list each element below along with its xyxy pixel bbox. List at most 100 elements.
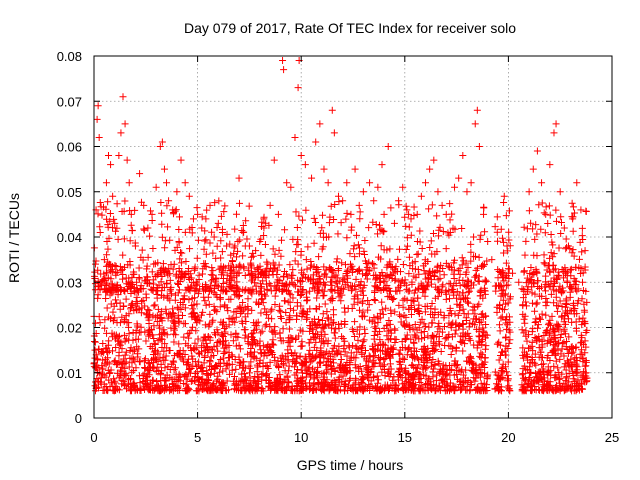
data-point: [452, 326, 460, 334]
data-point: [495, 372, 503, 380]
data-point: [418, 355, 426, 363]
data-point: [476, 366, 484, 374]
data-point: [207, 271, 215, 279]
data-point: [149, 280, 157, 288]
data-point: [395, 349, 403, 357]
data-point: [141, 277, 149, 285]
data-point: [467, 240, 475, 248]
data-point: [123, 156, 131, 164]
data-point: [417, 280, 425, 288]
data-point: [580, 306, 588, 314]
data-point: [579, 355, 587, 363]
data-point: [502, 333, 510, 341]
data-point: [571, 377, 579, 385]
data-point: [496, 375, 504, 383]
data-point: [195, 350, 203, 358]
data-point: [283, 179, 291, 187]
data-point: [429, 332, 437, 340]
data-point: [328, 287, 336, 295]
data-point: [551, 371, 559, 379]
data-point: [343, 179, 351, 187]
data-point: [363, 275, 371, 283]
data-point: [236, 261, 244, 269]
data-point: [334, 274, 342, 282]
data-point: [419, 386, 427, 394]
data-point: [384, 143, 392, 150]
data-point: [339, 197, 347, 205]
data-point: [527, 219, 535, 227]
data-point: [121, 120, 129, 128]
data-point: [407, 297, 415, 305]
data-point: [222, 365, 230, 373]
data-point: [225, 386, 233, 394]
data-point: [206, 358, 214, 366]
data-point: [133, 350, 141, 358]
data-point: [180, 372, 188, 380]
data-point: [225, 370, 233, 378]
data-point: [408, 372, 416, 380]
data-point: [333, 258, 341, 266]
data-point: [152, 183, 160, 191]
data-point: [559, 287, 567, 295]
data-point: [303, 293, 311, 301]
data-point: [374, 183, 382, 191]
data-point: [476, 319, 484, 327]
data-point: [532, 369, 540, 377]
data-point: [169, 310, 177, 318]
data-point: [279, 57, 287, 65]
data-point: [263, 343, 271, 351]
data-point: [214, 372, 222, 380]
data-point: [280, 387, 288, 395]
data-point: [169, 210, 177, 218]
data-point: [235, 174, 243, 182]
data-point: [239, 364, 247, 372]
data-point: [446, 228, 454, 236]
data-point: [370, 335, 378, 343]
data-point: [391, 308, 399, 316]
data-point: [207, 362, 215, 370]
data-point: [329, 306, 337, 314]
data-point: [110, 377, 118, 385]
data-point: [159, 264, 167, 272]
data-point: [271, 301, 279, 309]
data-point: [140, 201, 148, 209]
data-point: [127, 305, 135, 313]
data-point: [351, 318, 359, 326]
data-point: [94, 102, 102, 110]
data-point: [447, 324, 455, 332]
data-point: [106, 209, 114, 217]
data-point: [329, 365, 337, 373]
data-point: [464, 299, 472, 307]
data-point: [255, 299, 263, 307]
data-point: [364, 296, 372, 304]
data-point: [442, 245, 450, 253]
data-point: [178, 353, 186, 361]
data-point: [382, 304, 390, 312]
data-point: [356, 208, 364, 216]
data-point: [359, 297, 367, 305]
data-point: [111, 219, 119, 227]
data-point: [139, 296, 147, 304]
data-point: [129, 329, 137, 337]
data-point: [434, 276, 442, 284]
data-point: [525, 375, 533, 383]
data-point: [193, 254, 201, 262]
data-point: [438, 288, 446, 296]
data-point: [402, 313, 410, 321]
data-point: [424, 278, 432, 286]
data-point: [198, 224, 206, 232]
data-point: [168, 375, 176, 383]
data-point: [267, 287, 275, 295]
data-point: [119, 93, 127, 101]
data-point: [149, 331, 157, 339]
data-point: [136, 285, 144, 293]
data-point: [462, 268, 470, 276]
data-point: [104, 341, 112, 349]
data-point: [355, 201, 363, 209]
data-point: [554, 339, 562, 347]
data-point: [100, 285, 108, 293]
data-point: [361, 312, 369, 320]
data-point: [244, 310, 252, 318]
data-point: [185, 386, 193, 394]
data-point: [95, 133, 103, 141]
